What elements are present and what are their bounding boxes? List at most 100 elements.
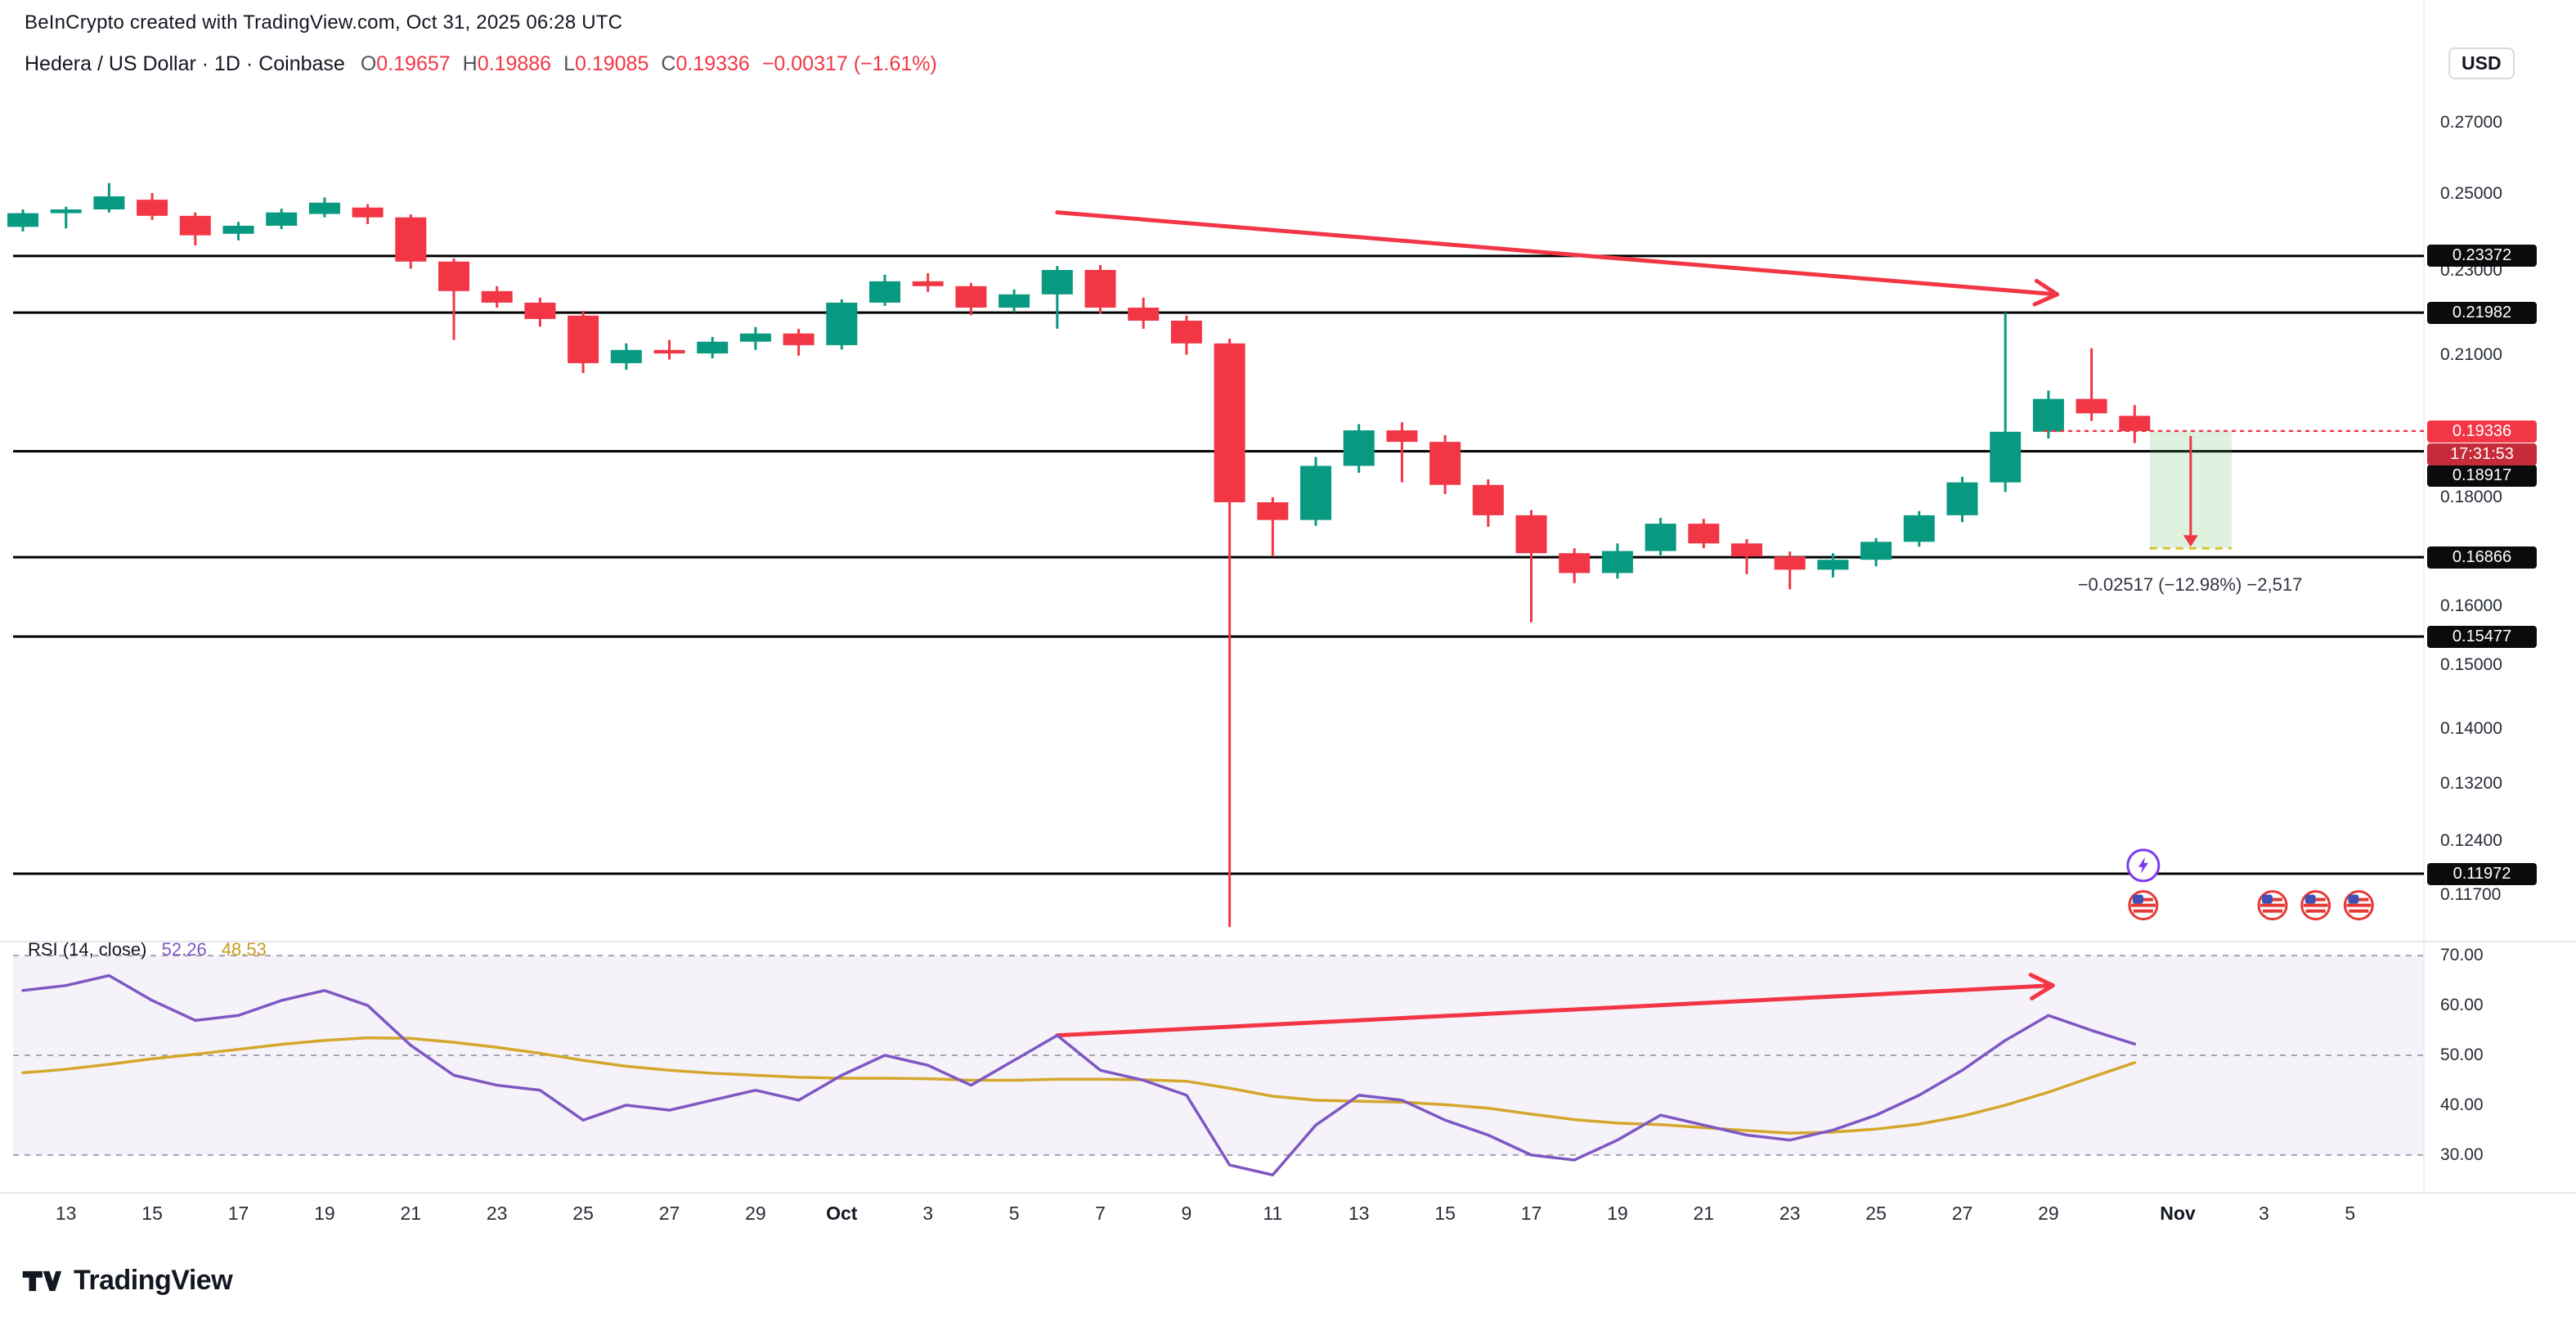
countdown-badge: 17:31:53 <box>2427 443 2537 465</box>
us-flag-event-icon[interactable] <box>2257 890 2288 921</box>
rsi-legend: RSI (14, close) 52.26 48.53 <box>28 939 267 960</box>
tradingview-logo-icon <box>22 1270 62 1291</box>
tradingview-branding[interactable]: TradingView <box>21 1265 233 1297</box>
candle-body <box>610 349 642 363</box>
candlestick-series <box>7 182 2151 928</box>
candle-body <box>1817 560 1849 570</box>
price-level-badge-0.15477: 0.15477 <box>2427 625 2537 648</box>
change-value: −0.00317 (−1.61%) <box>761 52 937 75</box>
candle-body <box>1429 442 1461 485</box>
time-tick-17: 17 <box>227 1203 249 1224</box>
time-tick-23: 23 <box>1779 1203 1801 1224</box>
price-tick-0.13200: 0.13200 <box>2440 773 2502 793</box>
symbol-info-bar: Hedera / US Dollar · 1D · Coinbase O0.19… <box>25 52 937 76</box>
lightning-marker-icon[interactable] <box>2126 848 2161 883</box>
time-tick-21: 21 <box>1693 1203 1715 1224</box>
rsi-value: 52.26 <box>161 939 207 960</box>
price-tick-0.15000: 0.15000 <box>2440 655 2502 675</box>
price-tick-0.21000: 0.21000 <box>2440 344 2502 364</box>
time-tick-15: 15 <box>141 1203 163 1224</box>
candle-body <box>1946 482 1978 515</box>
rsi-tick-40.00: 40.00 <box>2440 1095 2484 1114</box>
price-tick-0.25000: 0.25000 <box>2440 183 2502 203</box>
time-tick-11: 11 <box>1263 1203 1283 1224</box>
rsi-legend-title: RSI (14, close) <box>28 939 147 960</box>
candle-body <box>1645 524 1676 551</box>
price-tick-0.18000: 0.18000 <box>2440 487 2502 506</box>
candle-body <box>179 215 211 236</box>
currency-toggle[interactable]: USD <box>2448 47 2515 79</box>
candle-body <box>826 302 858 345</box>
price-level-badge-0.16866: 0.16866 <box>2427 546 2537 569</box>
candle-body <box>1472 484 1504 515</box>
rsi-line <box>21 974 2137 1177</box>
candle-body <box>2032 398 2064 432</box>
candle-body <box>50 209 82 214</box>
candle-body <box>438 261 469 291</box>
candle-body <box>1300 465 1331 520</box>
time-tick-29: 29 <box>745 1203 766 1224</box>
time-tick-17: 17 <box>1520 1203 1542 1224</box>
time-tick-13: 13 <box>1348 1203 1370 1224</box>
ohlc-high: H0.19886 <box>463 52 551 76</box>
close-value: 0.19336 <box>675 52 750 75</box>
rsi-tick-60.00: 60.00 <box>2440 996 2484 1015</box>
candle-body <box>137 200 168 216</box>
candle-body <box>955 286 987 308</box>
candle-body <box>1343 430 1375 466</box>
candle-body <box>1214 343 1245 502</box>
candle-body <box>653 349 685 354</box>
price-level-badge-0.23372: 0.23372 <box>2427 245 2537 268</box>
projection-arrowhead <box>2183 535 2198 547</box>
time-tick-19: 19 <box>1607 1203 1628 1224</box>
time-tick-19: 19 <box>314 1203 335 1224</box>
time-tick-25: 25 <box>1865 1203 1887 1224</box>
candle-body <box>93 196 125 209</box>
time-tick-23: 23 <box>486 1203 508 1224</box>
time-tick-Oct: Oct <box>826 1203 858 1224</box>
candle-body <box>395 217 427 262</box>
price-tick-0.14000: 0.14000 <box>2440 719 2502 739</box>
candle-body <box>481 290 513 303</box>
time-tick-3: 3 <box>922 1203 934 1224</box>
high-label: H <box>462 52 478 75</box>
candle-body <box>524 302 556 319</box>
price-tick-0.27000: 0.27000 <box>2440 113 2502 132</box>
time-tick-5: 5 <box>2345 1203 2356 1224</box>
us-flag-event-icon[interactable] <box>2128 890 2159 921</box>
candle-body <box>1386 430 1418 443</box>
ohlc-close: C0.19336 <box>661 52 749 76</box>
rsi-tick-30.00: 30.00 <box>2440 1144 2484 1164</box>
candle-body <box>1515 515 1547 554</box>
time-tick-13: 13 <box>55 1203 77 1224</box>
low-label: L <box>563 52 575 75</box>
candle-body <box>1688 524 1720 544</box>
candle-body <box>869 281 900 303</box>
time-tick-15: 15 <box>1434 1203 1456 1224</box>
candle-body <box>1257 501 1289 520</box>
us-flag-event-icon[interactable] <box>2343 890 2374 921</box>
symbol-title[interactable]: Hedera / US Dollar · 1D · Coinbase <box>25 52 345 75</box>
time-tick-7: 7 <box>1095 1203 1106 1224</box>
candle-body <box>1128 308 1160 321</box>
tradingview-wordmark: TradingView <box>74 1265 233 1296</box>
candle-body <box>912 281 944 286</box>
time-tick-27: 27 <box>1951 1203 1973 1224</box>
rsi-ma-value: 48.53 <box>221 939 267 960</box>
high-value: 0.19886 <box>477 52 552 75</box>
time-tick-25: 25 <box>572 1203 594 1224</box>
candle-body <box>222 225 254 234</box>
candle-body <box>1084 270 1116 308</box>
candle-body <box>266 212 298 226</box>
time-tick-3: 3 <box>2258 1203 2269 1224</box>
time-tick-21: 21 <box>400 1203 422 1224</box>
price-tick-0.12400: 0.12400 <box>2440 831 2502 851</box>
time-tick-27: 27 <box>658 1203 680 1224</box>
us-flag-event-icon[interactable] <box>2300 890 2331 921</box>
candle-body <box>697 341 729 354</box>
price-level-badge-0.21982: 0.21982 <box>2427 301 2537 324</box>
